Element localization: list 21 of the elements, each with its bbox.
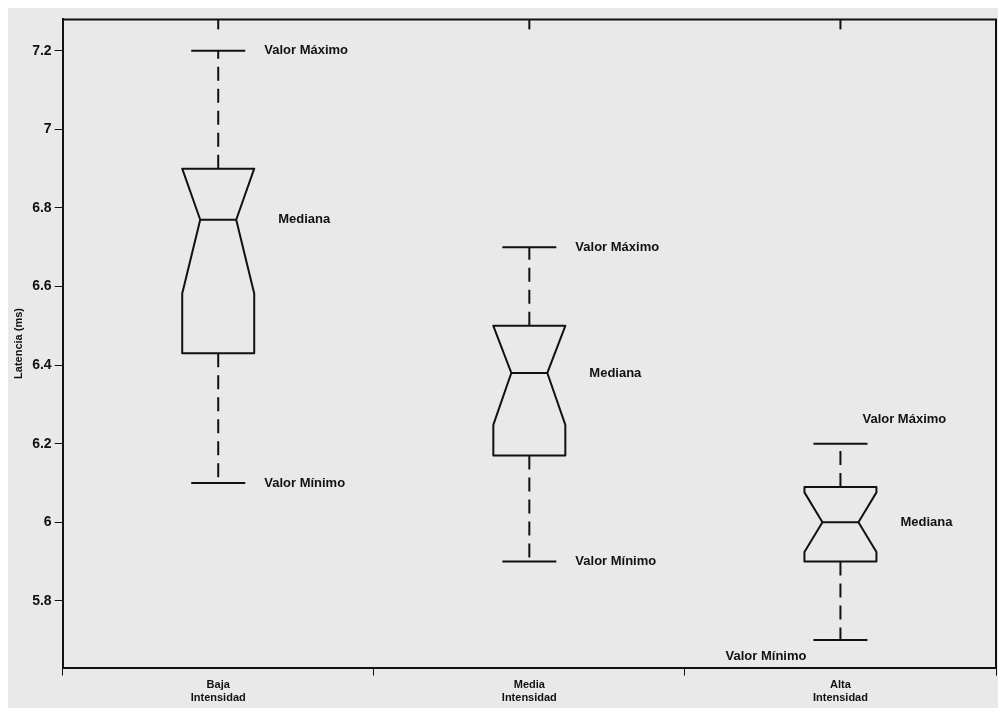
annotation: Valor Mínimo (264, 474, 346, 490)
annotation: Valor Mínimo (575, 553, 657, 569)
y-tick-label: 6.2 (32, 434, 52, 451)
annotation: Mediana (589, 364, 643, 380)
y-tick-label: 6.4 (32, 355, 52, 372)
annotation: Valor Mínimo (725, 647, 807, 663)
y-tick-label: 6 (43, 513, 52, 530)
y-tick-label: 6.6 (32, 277, 52, 294)
annotation: Valor Máximo (264, 42, 349, 58)
annotation: Valor Máximo (862, 411, 947, 427)
y-tick-label: 6.8 (32, 198, 52, 215)
y-axis-title: Latencia (ms) (11, 307, 24, 379)
annotation: Valor Máximo (575, 238, 660, 254)
x-tick-label: Baja Intensidad (190, 678, 246, 704)
y-tick-label: 5.8 (32, 591, 52, 608)
annotation: Mediana (900, 513, 954, 529)
annotation: Mediana (278, 211, 331, 227)
x-tick-label: Alta Intensidad (812, 678, 868, 704)
x-tick-label: Media Intensidad (501, 678, 557, 704)
y-tick-label: 7 (43, 120, 52, 137)
y-tick-label: 7.2 (32, 41, 52, 58)
